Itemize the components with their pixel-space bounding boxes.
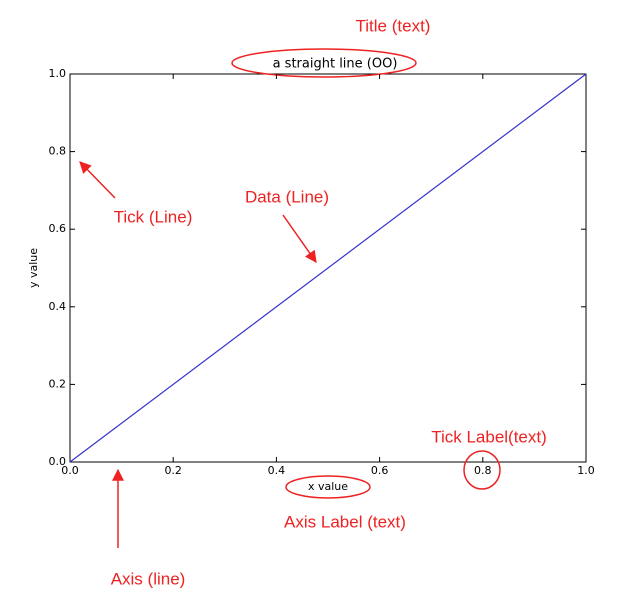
highlight-circle [463, 450, 501, 490]
annotation: Axis Label (text) [284, 512, 406, 531]
x-tick-label: 0.4 [268, 464, 286, 477]
x-tick-label: 0.2 [164, 464, 182, 477]
x-tick-label: 1.0 [577, 464, 595, 477]
y-tick-label: 0.8 [49, 145, 67, 158]
y-tick-label: 0.0 [49, 455, 67, 468]
annotation-arrow [79, 161, 116, 199]
y-axis-label: y value [27, 248, 40, 288]
annotation: Title (text) [356, 16, 431, 35]
y-tick-label: 0.2 [49, 377, 67, 390]
x-tick-label: 0.8 [474, 464, 492, 477]
highlight-ellipse [231, 48, 417, 78]
annotation: Tick Label(text) [431, 427, 547, 446]
data-line [69, 73, 587, 463]
annotation: Data (Line) [245, 187, 329, 206]
x-tick-label: 0.6 [371, 464, 389, 477]
y-tick-label: 0.4 [49, 300, 67, 313]
y-tick-label: 0.6 [49, 222, 67, 235]
annotation-arrow [282, 214, 317, 263]
x-axis-label: x value [308, 480, 348, 493]
highlight-ellipse [285, 475, 371, 499]
plot-frame [69, 73, 587, 463]
x-tick-label: 0.0 [61, 464, 79, 477]
chart-title: a straight line (OO) [273, 57, 398, 72]
annotation: Tick (Line) [114, 207, 193, 226]
y-tick-label: 1.0 [49, 67, 67, 80]
annotation: Axis (line) [111, 569, 186, 588]
